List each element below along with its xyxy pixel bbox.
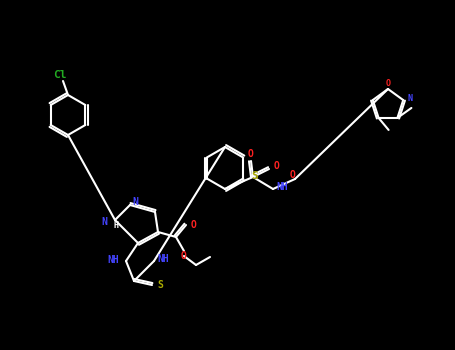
Text: O: O <box>248 149 254 159</box>
Text: NH: NH <box>107 255 119 265</box>
Text: O: O <box>191 220 197 230</box>
Text: N: N <box>407 93 412 103</box>
Text: N: N <box>132 197 138 207</box>
Text: O: O <box>385 78 390 88</box>
Text: N: N <box>101 217 107 227</box>
Text: S: S <box>252 171 258 181</box>
Text: S: S <box>157 280 163 290</box>
Text: Cl: Cl <box>53 70 67 80</box>
Text: NH: NH <box>157 254 169 264</box>
Text: H: H <box>113 222 118 231</box>
Text: O: O <box>274 161 280 171</box>
Text: NH: NH <box>276 182 288 192</box>
Text: O: O <box>290 170 296 180</box>
Text: O: O <box>181 251 187 261</box>
